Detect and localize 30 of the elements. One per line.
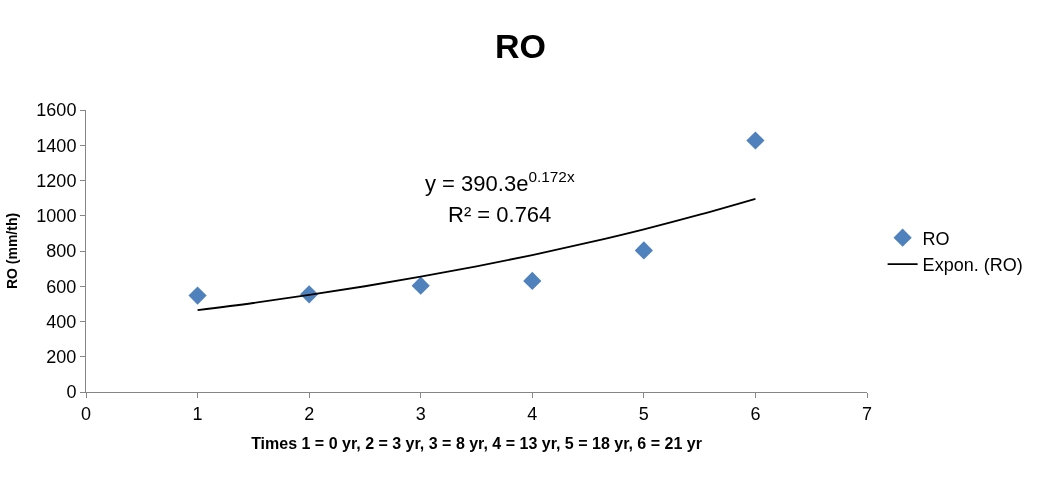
y-tick-label: 1400 — [36, 135, 77, 156]
x-tick-label: 5 — [638, 403, 649, 424]
y-tick-label: 600 — [46, 276, 77, 297]
legend-label: Expon. (RO) — [922, 255, 1023, 276]
legend-label: RO — [922, 228, 950, 249]
x-tick-label: 7 — [861, 403, 873, 424]
x-tick-label: 1 — [192, 403, 203, 424]
y-tick-label: 0 — [66, 382, 77, 403]
annotation: R² = 0.764 — [448, 202, 552, 227]
x-tick-label: 2 — [304, 403, 315, 424]
x-tick-label: 4 — [527, 403, 538, 424]
point — [523, 271, 542, 291]
y-tick-label: 800 — [46, 241, 77, 262]
point — [411, 276, 430, 295]
line-series — [196, 197, 757, 312]
x-tick-label: 6 — [750, 403, 761, 424]
chart-title: RO — [495, 26, 546, 65]
x-tick-label: 0 — [80, 403, 92, 424]
y-tick-label: 1000 — [36, 206, 77, 227]
y-tick-label: 1200 — [36, 170, 77, 191]
annotation: y = 390.3e$^{0.172x}$ — [425, 168, 575, 197]
y-tick-label: 1600 — [36, 100, 77, 121]
x-axis-title: Times 1 = 0 yr, 2 = 3 yr, 3 = 8 yr, 4 = 13 yr, 5 = 18 yr, 6 = 21 yr — [251, 435, 702, 453]
point — [634, 241, 653, 260]
y-tick-label: 400 — [46, 311, 77, 332]
point — [746, 131, 765, 150]
y-tick-label: 200 — [46, 347, 77, 368]
y-axis-title: RO (mm/th) — [3, 212, 20, 290]
point — [188, 286, 207, 305]
x-tick-label: 3 — [415, 403, 426, 424]
